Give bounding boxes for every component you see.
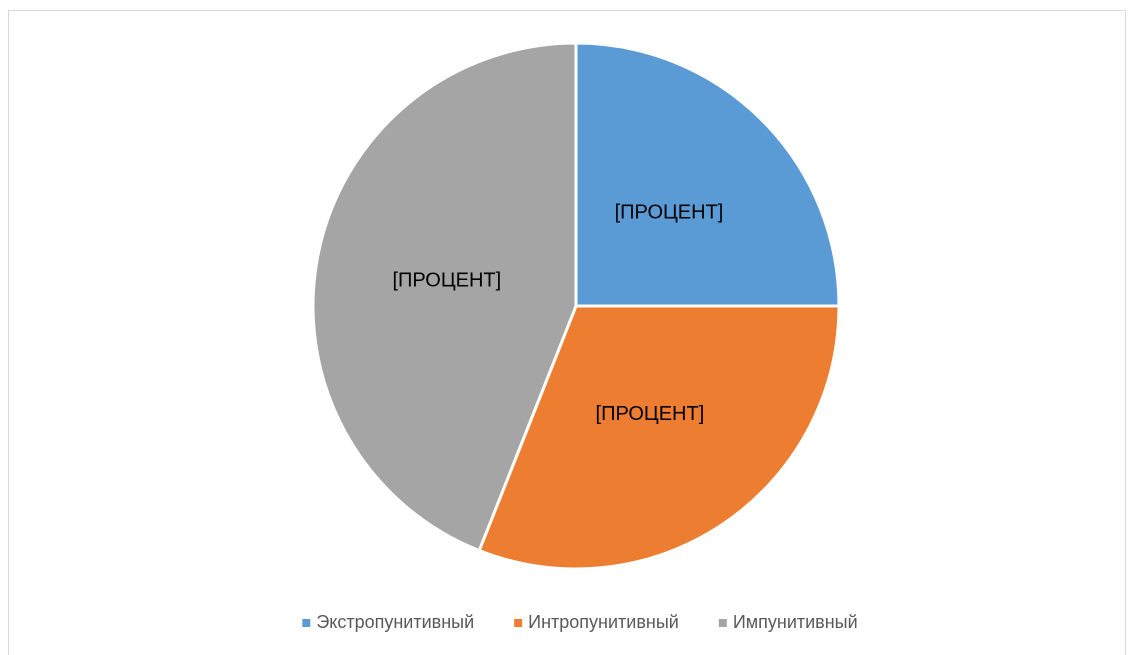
legend-marker <box>302 619 311 627</box>
legend-label: Импунитивный <box>733 612 858 632</box>
data-label: [ПРОЦЕНТ] <box>596 403 705 425</box>
legend-marker <box>718 619 727 627</box>
data-label: [ПРОЦЕНТ] <box>392 270 501 292</box>
pie-slice <box>477 304 841 571</box>
pie-slice <box>311 41 578 553</box>
chart-border <box>8 10 1126 655</box>
pie-slice <box>574 41 841 308</box>
legend-marker <box>514 619 523 627</box>
data-label: [ПРОЦЕНТ] <box>615 201 724 223</box>
legend-label: Экстропунитивный <box>316 612 474 632</box>
legend-label: Интропунитивный <box>528 612 679 632</box>
